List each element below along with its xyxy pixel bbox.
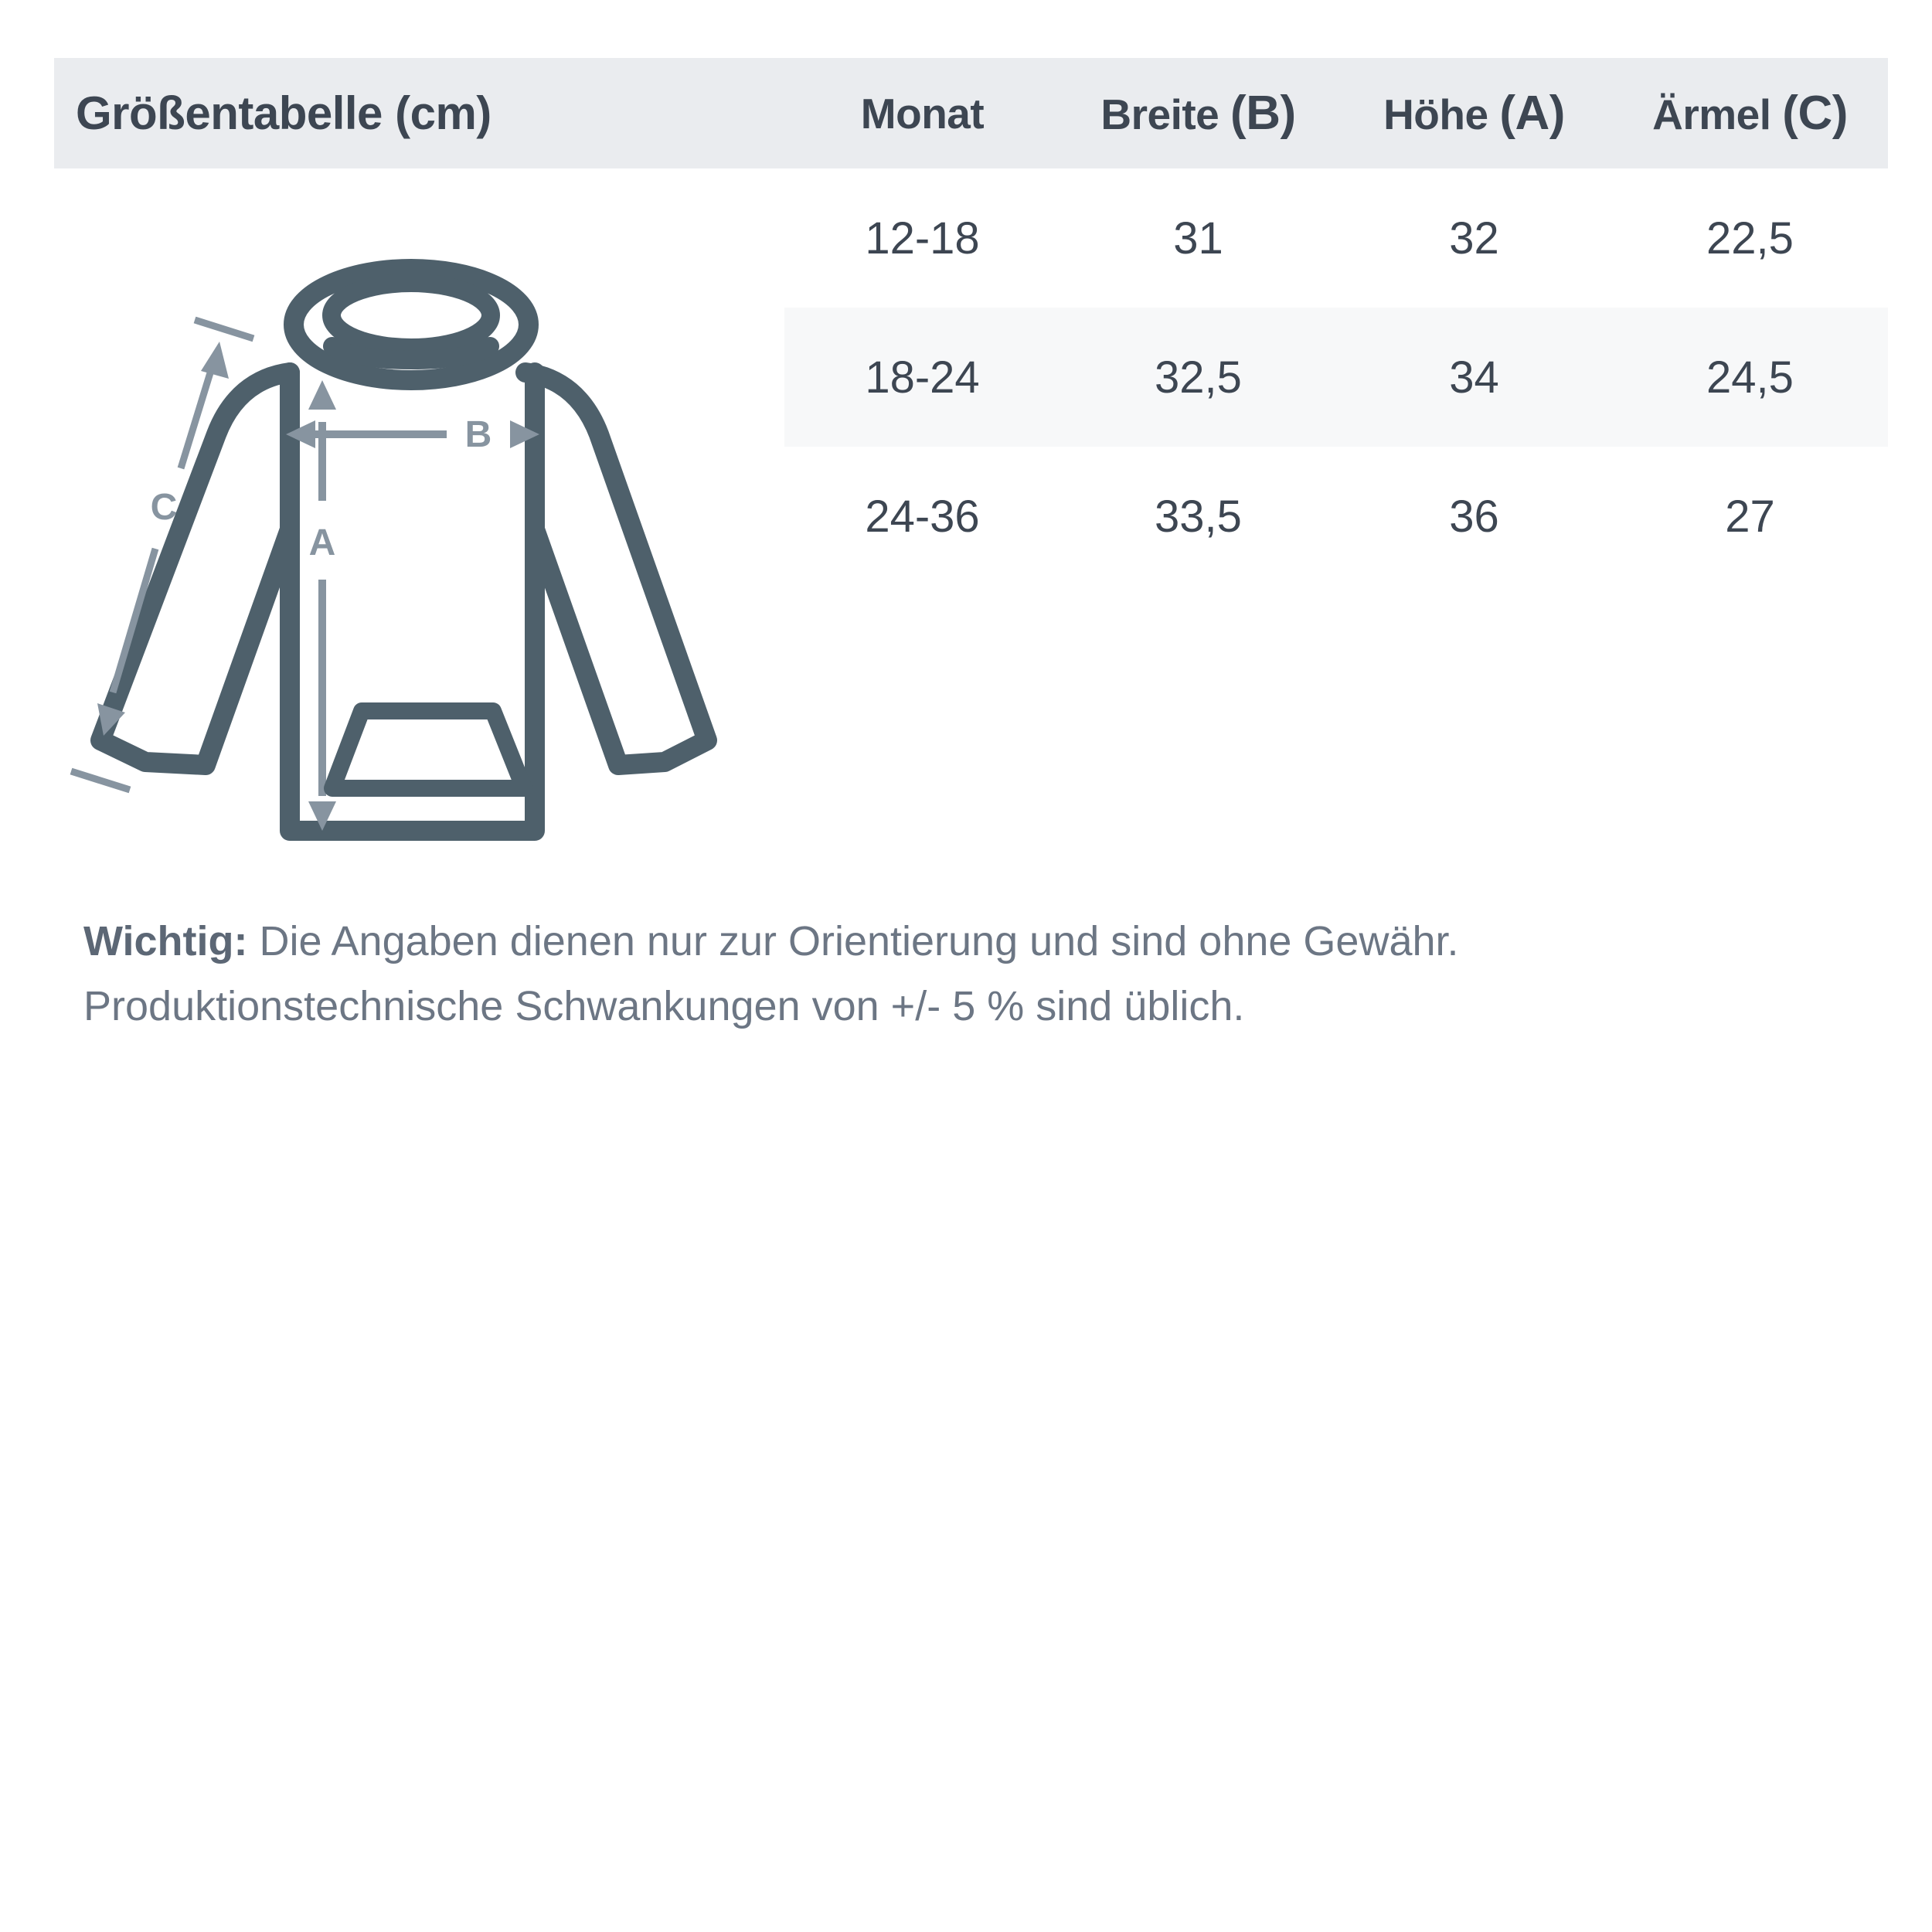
size-table: Größentabelle (cm) Monat Breite (B) Höhe…	[54, 58, 1888, 586]
disclaimer-note: Wichtig: Die Angaben dienen nur zur Orie…	[83, 909, 1861, 1039]
column-header-sleeve: Ärmel (C)	[1612, 58, 1888, 168]
table-header-row: Größentabelle (cm) Monat Breite (B) Höhe…	[54, 58, 1888, 168]
disclaimer-emphasis: Wichtig:	[83, 918, 248, 964]
hoodie-diagram-cell	[54, 168, 784, 586]
cell-width: 33,5	[1155, 491, 1242, 542]
table-row: 18-24 32,5 34 24,5	[54, 308, 1888, 447]
table-header: Größentabelle (cm) Monat Breite (B) Höhe…	[54, 58, 1888, 168]
column-header-sleeve-tag: (C)	[1782, 87, 1848, 140]
column-header-sleeve-label: Ärmel	[1652, 90, 1771, 138]
hoodie-diagram-holder	[54, 377, 784, 378]
column-header-width-tag: (B)	[1230, 87, 1296, 140]
cell-month: 12-18	[865, 213, 980, 264]
table-row: 24-36 33,5 36 27	[54, 447, 1888, 586]
column-header-width-label: Breite	[1100, 90, 1219, 138]
cell-width: 32,5	[1060, 308, 1336, 447]
hoodie-pocket	[324, 702, 532, 797]
column-header-month: Monat	[860, 89, 985, 138]
column-header-height-tag: (A)	[1499, 87, 1565, 140]
cell-month: 18-24	[784, 308, 1060, 447]
cell-sleeve: 27	[1725, 491, 1775, 542]
cell-month: 24-36	[865, 491, 980, 542]
cell-height: 32	[1449, 213, 1499, 264]
table-body: 12-18 31 32 22,5 18-24 32,5 34 24,5 24-3…	[54, 168, 1888, 586]
disclaimer-text: Die Angaben dienen nur zur Orientierung …	[83, 918, 1459, 1029]
cell-width: 31	[1173, 213, 1223, 264]
column-header-width: Breite (B)	[1060, 58, 1336, 168]
cell-height: 36	[1449, 491, 1499, 542]
table-row: 12-18 31 32 22,5	[54, 168, 1888, 586]
page-title: Größentabelle (cm)	[76, 87, 492, 139]
column-header-height: Höhe (A)	[1336, 58, 1612, 168]
cell-sleeve: 24,5	[1612, 308, 1888, 447]
cell-sleeve: 22,5	[1706, 213, 1794, 264]
cell-height: 34	[1336, 308, 1612, 447]
column-header-height-label: Höhe	[1383, 90, 1488, 138]
